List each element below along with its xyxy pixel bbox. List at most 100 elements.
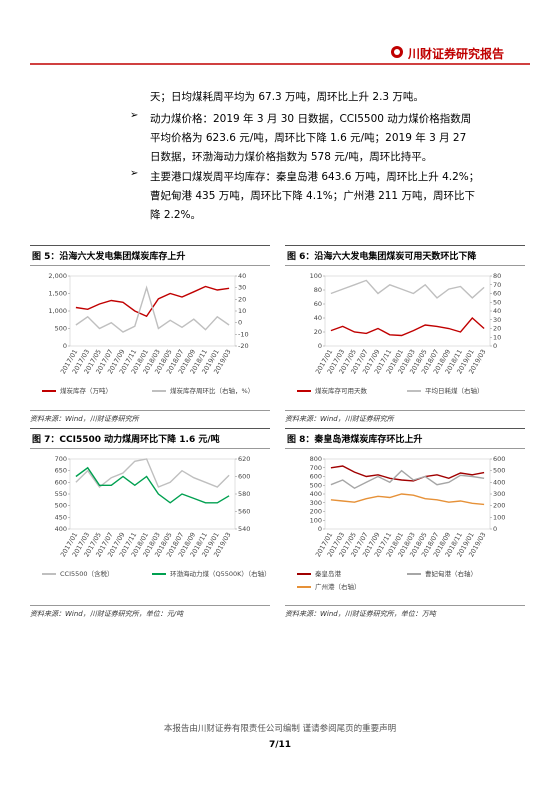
y-tick-label: 700	[310, 464, 322, 472]
y-tick-label: 300	[310, 499, 322, 507]
legend-label: 环渤海动力煤（Q5500K）（右轴）	[170, 569, 270, 578]
legend-label: CCI5500（含税）	[60, 569, 114, 578]
legend-label: 曹妃甸港（右轴）	[425, 569, 477, 578]
figure-title: 图 7：CCI5500 动力煤周环比下降 1.6 元/吨	[30, 428, 270, 449]
series-line	[330, 493, 485, 506]
y2-tick-label: 540	[238, 525, 250, 533]
y-tick-label: 100	[310, 516, 322, 524]
figure: 图 6：沿海六大发电集团煤炭可用天数环比下降 0 20 40 60 80 100 0 10 20…	[285, 245, 525, 424]
y-tick-label: 500	[55, 325, 67, 333]
y2-tick-label: 60	[493, 290, 501, 298]
y-tick-label: 2,000	[48, 272, 67, 280]
y2-tick-label: 200	[493, 502, 505, 510]
chart: 020406080100010203040506070802017/012017…	[297, 272, 501, 395]
y2-tick-label: -10	[238, 330, 249, 338]
series-line	[330, 465, 485, 482]
page-number: 7/11	[268, 740, 292, 750]
legend-label: 煤炭库存周环比（右轴，%）	[170, 386, 254, 395]
source: 资料来源：Wind，川财证券研究所	[285, 410, 525, 424]
y2-tick-label: 0	[238, 319, 242, 327]
y-tick-label: 800	[310, 455, 322, 463]
y-tick-label: 40	[314, 314, 322, 322]
plot-frame	[69, 458, 236, 530]
y2-tick-label: 30	[493, 316, 501, 324]
y2-tick-label: 50	[493, 298, 501, 306]
y-tick-label: 0	[63, 342, 67, 350]
y-tick-label: 650	[55, 467, 67, 475]
y-tick-label: 450	[55, 513, 67, 521]
y-tick-label: 500	[310, 481, 322, 489]
bullet: ➢	[130, 168, 139, 179]
y-tick-label: 1,000	[48, 307, 67, 315]
paragraph: 主要港口煤炭周平均库存：秦皇岛港 643.6 万吨，周环比上升 4.2%；曹妃甸…	[150, 171, 480, 221]
y-tick-label: 400	[310, 490, 322, 498]
y-tick-label: 500	[55, 502, 67, 510]
series-line	[330, 316, 485, 337]
series-line	[75, 285, 230, 318]
header-title: 川财证券研究报告	[408, 47, 505, 61]
y2-tick-label: 620	[238, 455, 250, 463]
figure: 图 5：沿海六大发电集团煤炭库存上升 0 500 1,000 1,500 2,000 -2…	[30, 245, 270, 424]
y2-tick-label: 600	[493, 455, 505, 463]
source: 资料来源：Wind，川财证券研究所	[30, 410, 270, 424]
y-tick-label: 700	[55, 455, 67, 463]
y2-tick-label: 20	[238, 295, 246, 303]
legend-label: 煤炭库存（万吨）	[60, 386, 112, 395]
series-line	[330, 279, 485, 299]
figure: 图 7：CCI5500 动力煤周环比下降 1.6 元/吨 400 450 500 55…	[30, 428, 271, 619]
source: 资料来源：Wind，川财证券研究所，单位：元/吨	[30, 605, 270, 619]
y2-tick-label: 560	[238, 508, 250, 516]
y-tick-label: 1,500	[48, 290, 67, 298]
y2-tick-label: 10	[238, 307, 246, 315]
y2-tick-label: 0	[493, 342, 497, 350]
legend-label: 广州港（右轴）	[315, 582, 361, 591]
header-decor	[30, 46, 530, 65]
chart: 0100200300400500600700800010020030040050…	[297, 455, 505, 591]
y-tick-label: 550	[55, 490, 67, 498]
series-line	[75, 466, 230, 504]
y2-tick-label: 20	[493, 325, 501, 333]
bullet: ➢	[130, 110, 139, 121]
y2-tick-label: 10	[493, 333, 501, 341]
y-tick-label: 600	[310, 473, 322, 481]
y2-tick-label: 300	[493, 490, 505, 498]
series-line	[330, 469, 485, 490]
y2-tick-label: 30	[238, 284, 246, 292]
y-tick-label: 0	[318, 525, 322, 533]
figure: 图 8：秦皇岛港煤炭库存环比上升 0 100 200 300 400 500 600 700 8…	[285, 428, 525, 619]
y2-tick-label: 400	[493, 478, 505, 486]
y2-tick-label: 100	[493, 513, 505, 521]
paragraph: 动力煤价格：2019 年 3 月 30 日数据，CCI5500 动力煤价格指数周…	[150, 113, 472, 163]
source: 资料来源：Wind，川财证券研究所，单位：万吨	[285, 605, 525, 619]
y-tick-label: 400	[55, 525, 67, 533]
y2-tick-label: 40	[238, 272, 246, 280]
y2-tick-label: -20	[238, 342, 249, 350]
y-tick-label: 600	[55, 478, 67, 486]
legend-label: 煤炭库存可用天数	[315, 386, 368, 395]
plot-frame	[69, 275, 236, 347]
legend-label: 秦皇岛港	[315, 569, 342, 578]
y-tick-label: 60	[314, 300, 322, 308]
figure-title: 图 6：沿海六大发电集团煤炭可用天数环比下降	[285, 245, 525, 266]
figure-title: 图 5：沿海六大发电集团煤炭库存上升	[30, 245, 270, 266]
y-tick-label: 20	[314, 328, 322, 336]
legend-label: 平均日耗煤（右轴）	[425, 386, 484, 395]
y-tick-label: 100	[310, 272, 322, 280]
figure-title: 图 8：秦皇岛港煤炭库存环比上升	[285, 428, 525, 449]
y2-tick-label: 70	[493, 281, 501, 289]
footer-disclaimer: 本报告由川财证券有限责任公司编制 谨请参阅尾页的重要声明	[163, 724, 397, 734]
chart: 4004505005506006507005405605806006202017…	[42, 455, 271, 578]
chart: 05001,0001,5002,000-20-100102030402017/0…	[42, 272, 254, 395]
y2-tick-label: 40	[493, 307, 501, 315]
y2-tick-label: 0	[493, 525, 497, 533]
y-tick-label: 200	[310, 508, 322, 516]
y-tick-label: 0	[318, 342, 322, 350]
y2-tick-label: 580	[238, 490, 250, 498]
series-line	[75, 285, 230, 333]
series-line	[75, 458, 230, 489]
y2-tick-label: 80	[493, 272, 501, 280]
y2-tick-label: 500	[493, 467, 505, 475]
y-tick-label: 80	[314, 286, 322, 294]
y2-tick-label: 600	[238, 473, 250, 481]
